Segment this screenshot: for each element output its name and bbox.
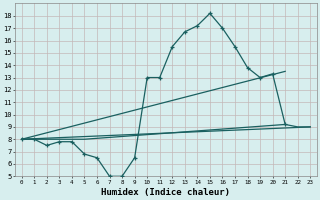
X-axis label: Humidex (Indice chaleur): Humidex (Indice chaleur)	[101, 188, 230, 197]
